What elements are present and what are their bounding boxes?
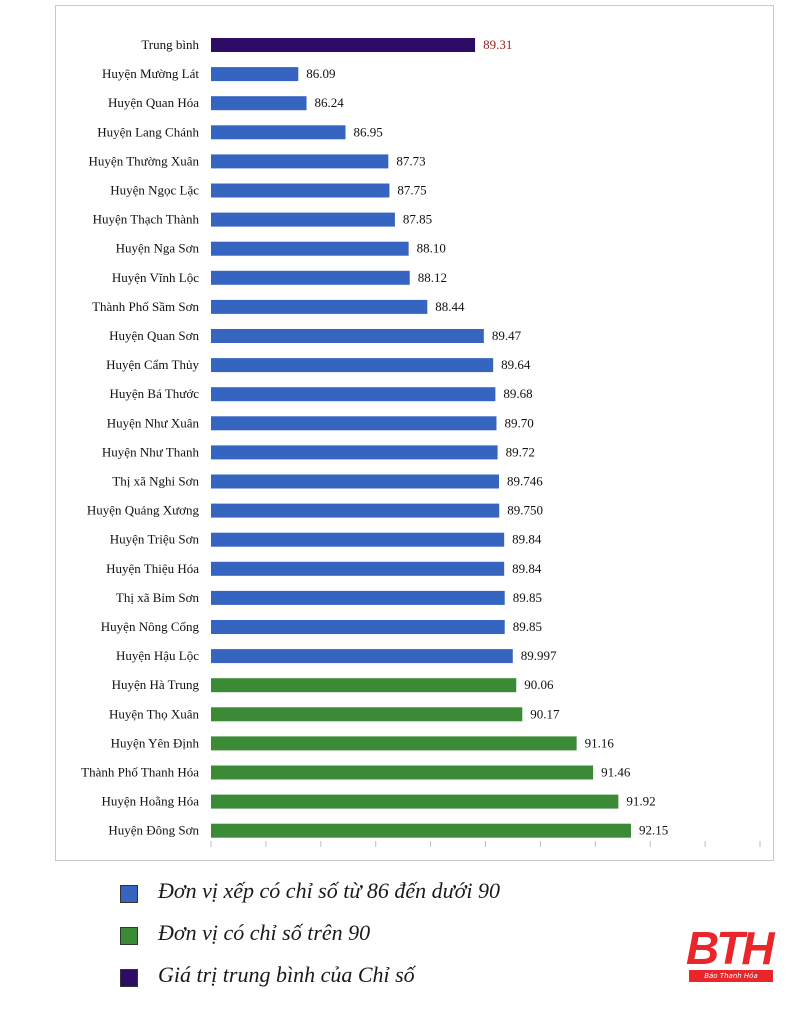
value-label: 89.997 — [521, 648, 557, 663]
bar — [211, 823, 631, 838]
category-label: Huyện Mường Lát — [102, 66, 199, 81]
value-label: 92.15 — [639, 823, 668, 838]
bar — [211, 299, 428, 314]
bar — [211, 67, 299, 82]
bar-chart: Trung bình 89.31 Huyện Mường Lát 86.09 Huyện… — [81, 37, 761, 847]
category-label: Huyện Lang Chánh — [97, 124, 199, 139]
legend-swatch-green — [120, 927, 138, 945]
bar — [211, 183, 390, 198]
logo-subtitle: Báo Thanh Hóa — [689, 970, 773, 982]
value-label: 89.68 — [503, 386, 532, 401]
legend-label: Đơn vị xếp có chỉ số từ 86 đến dưới 90 — [158, 878, 500, 903]
value-label: 91.46 — [601, 765, 631, 780]
bar — [211, 620, 505, 634]
legend-label: Đơn vị có chỉ số trên 90 — [158, 920, 371, 945]
legend-label: Giá trị trung bình của Chỉ số — [158, 962, 415, 987]
bar — [211, 765, 594, 780]
value-label: 91.92 — [626, 794, 655, 809]
value-label: 90.17 — [530, 706, 560, 721]
category-label: Huyện Thạch Thành — [93, 212, 200, 227]
category-label: Huyện Cẩm Thủy — [106, 357, 199, 372]
bao-thanh-hoa-logo: BTH Báo Thanh Hóa — [686, 924, 778, 984]
category-label: Huyện Như Thanh — [102, 444, 200, 459]
legend-swatch-blue — [120, 885, 138, 903]
category-label: Huyện Quan Sơn — [109, 328, 199, 343]
bar — [211, 794, 619, 809]
bar — [211, 416, 497, 431]
category-label: Huyện Thường Xuân — [89, 153, 200, 168]
category-label: Trung bình — [141, 37, 199, 52]
category-label: Huyện Hậu Lộc — [116, 648, 199, 663]
bar — [211, 707, 523, 722]
category-label: Huyện Quan Hóa — [108, 95, 199, 110]
value-label: 89.85 — [513, 590, 542, 605]
value-label: 88.44 — [435, 299, 465, 314]
value-label: 89.47 — [492, 328, 522, 343]
bar — [211, 590, 505, 605]
category-label: Huyện Yên Định — [111, 735, 200, 750]
bar — [211, 503, 500, 518]
bar — [211, 445, 498, 460]
bar — [211, 270, 410, 285]
value-label: 89.70 — [504, 415, 533, 430]
bar — [211, 474, 500, 489]
category-label: Thành Phố Sầm Sơn — [92, 299, 199, 314]
bar — [211, 241, 409, 256]
bar — [211, 649, 513, 664]
bar — [211, 96, 307, 111]
category-label: Huyện Đông Sơn — [108, 823, 199, 838]
bar — [211, 736, 577, 751]
value-label: 89.84 — [512, 532, 542, 547]
value-label: 88.10 — [417, 241, 446, 256]
value-label: 91.16 — [585, 735, 615, 750]
value-label: 88.12 — [418, 270, 447, 285]
bar — [211, 329, 484, 343]
value-label: 90.06 — [524, 677, 554, 692]
category-label: Huyện Quảng Xương — [87, 503, 200, 518]
bar — [211, 154, 389, 169]
category-label: Huyện Nông Cống — [101, 619, 200, 634]
bar — [211, 38, 476, 52]
chart-frame: Trung bình 89.31 Huyện Mường Lát 86.09 Huyện… — [55, 5, 774, 861]
value-label: 86.24 — [315, 95, 345, 110]
value-label: 86.09 — [306, 66, 335, 81]
category-label: Huyện Nga Sơn — [116, 241, 200, 256]
category-label: Huyện Triệu Sơn — [110, 532, 200, 547]
logo-mark: BTH — [686, 922, 775, 974]
category-label: Huyện Bá Thước — [110, 386, 200, 401]
category-label: Huyện Thiệu Hóa — [106, 561, 199, 576]
value-label: 89.84 — [512, 561, 542, 576]
bar — [211, 358, 494, 373]
value-label: 89.750 — [507, 503, 543, 518]
value-label: 86.95 — [354, 124, 383, 139]
category-label: Thị xã Bỉm Sơn — [116, 590, 200, 605]
category-label: Huyện Ngọc Lặc — [110, 183, 199, 198]
value-label: 89.64 — [501, 357, 531, 372]
value-label: 87.73 — [396, 153, 425, 168]
bar — [211, 125, 346, 140]
value-label: 89.72 — [506, 444, 535, 459]
value-label: 89.85 — [513, 619, 542, 634]
value-label: 87.85 — [403, 212, 432, 227]
value-label: 89.31 — [483, 37, 512, 52]
category-label: Huyện Hoằng Hóa — [102, 794, 200, 809]
category-label: Thành Phố Thanh Hóa — [81, 765, 199, 780]
legend-swatch-purple — [120, 969, 138, 987]
bar — [211, 532, 505, 547]
bar — [211, 561, 505, 576]
category-label: Thị xã Nghi Sơn — [112, 474, 199, 489]
value-label: 89.746 — [507, 474, 543, 489]
category-label: Huyện Hà Trung — [112, 677, 200, 692]
bar — [211, 212, 395, 227]
category-label: Huyện Thọ Xuân — [109, 706, 200, 721]
bar — [211, 387, 496, 402]
bar — [211, 678, 517, 693]
category-label: Huyện Vĩnh Lộc — [112, 270, 199, 285]
value-label: 87.75 — [397, 183, 426, 198]
category-label: Huyện Như Xuân — [107, 415, 200, 430]
